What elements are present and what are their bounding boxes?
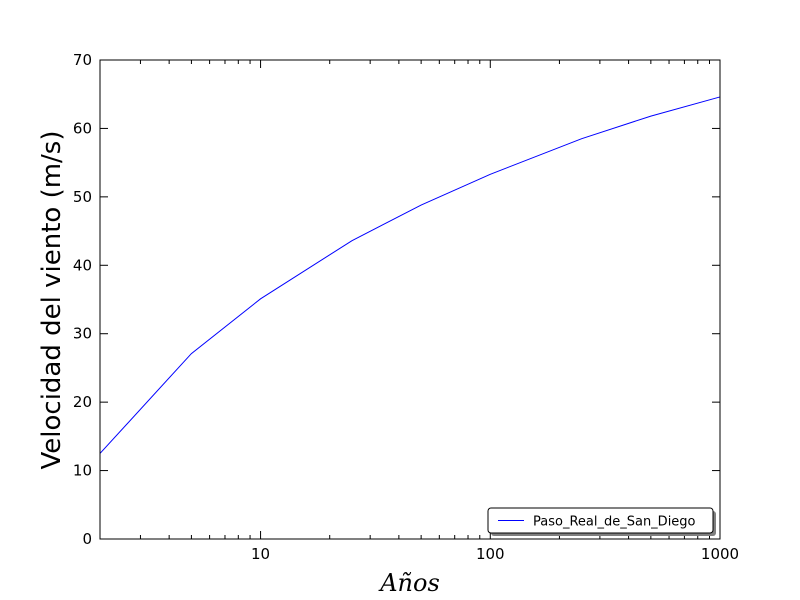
plot-frame: [99, 59, 721, 540]
y-tick-label: 70: [73, 51, 92, 69]
x-tick-label: 100: [476, 545, 505, 563]
x-tick-label: 10: [251, 545, 270, 563]
y-tick-label: 60: [73, 119, 92, 137]
legend-box: [487, 507, 714, 534]
legend: Paso_Real_de_San_Diego: [487, 507, 716, 536]
y-tick-label: 40: [73, 256, 92, 274]
plot-area: [100, 60, 720, 539]
y-axis-label: Velocidad del viento (m/s): [37, 131, 67, 470]
series-line-0: [99, 96, 721, 454]
x-tick-label: 1000: [701, 545, 739, 563]
series-layer: [99, 96, 721, 454]
x-axis-label: Años: [378, 569, 440, 597]
y-tick-label: 10: [73, 462, 92, 480]
y-tick-label: 50: [73, 188, 92, 206]
y-tick-label: 0: [82, 530, 92, 548]
legend-label-0: Paso_Real_de_San_Diego: [533, 515, 696, 530]
y-tick-label: 20: [73, 393, 92, 411]
y-tick-label: 30: [73, 325, 92, 343]
ticks-layer: 0 10 20 30 40 50 60 70 10 100 1000: [73, 51, 739, 563]
